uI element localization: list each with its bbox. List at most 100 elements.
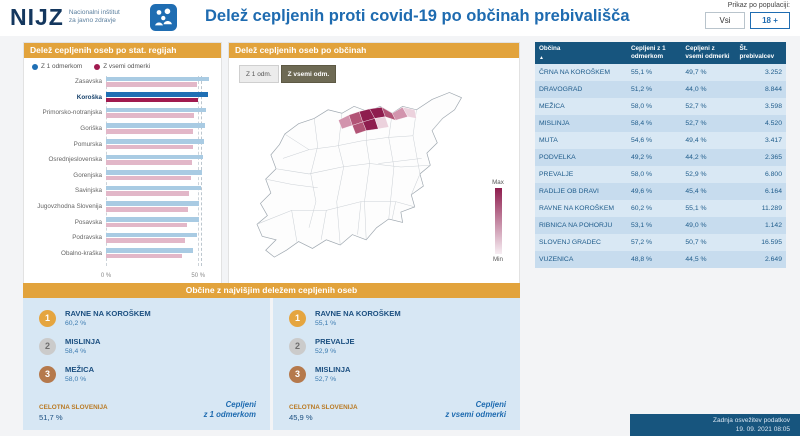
region-label: Primorsko-notranjska [42, 109, 103, 117]
bar-one-dose[interactable] [106, 123, 205, 129]
bar-one-dose[interactable] [106, 170, 203, 175]
bar-one-dose[interactable] [106, 154, 204, 160]
bar-one-dose[interactable] [106, 217, 199, 222]
cell-dose1: 60,2 % [630, 205, 653, 212]
region-row[interactable]: Pomurska [26, 136, 213, 152]
bar-one-dose[interactable] [106, 92, 208, 97]
bar-one-dose[interactable] [106, 139, 205, 144]
table-row[interactable]: VUZENICA 48,8 % 44,5 % 2.649 [535, 251, 786, 268]
table-header-row: Občina ▲ Cepljeni z 1 odmerkom Cepljeni … [535, 42, 786, 64]
region-row[interactable]: Koroška [26, 90, 213, 106]
table-row[interactable]: PREVALJE 58,0 % 52,9 % 6.800 [535, 166, 786, 183]
bar-one-dose[interactable] [106, 201, 200, 207]
region-row[interactable]: Podravska [26, 230, 213, 246]
bar-all-doses[interactable] [106, 97, 198, 103]
table-row[interactable]: MUTA 54,6 % 49,4 % 3.417 [535, 132, 786, 149]
header: NIJZ Nacionalni inštitut za javno zdravj… [0, 0, 800, 36]
column-header-dose1[interactable]: Cepljeni z 1 odmerkom [626, 42, 682, 64]
bar-all-doses[interactable] [106, 160, 192, 165]
table-row[interactable]: MEŽICA 58,0 % 52,7 % 3.598 [535, 98, 786, 115]
population-filter: Vsi 18 + [705, 12, 790, 29]
rank-item[interactable]: 1 RAVNE NA KOROŠKEM 60,2 % [39, 308, 270, 328]
bar-all-doses[interactable] [106, 82, 198, 87]
cell-all-doses: 44,2 % [685, 154, 707, 161]
region-row[interactable]: Osrednjeslovenska [26, 152, 213, 168]
column-header-obcina[interactable]: Občina ▲ [535, 42, 627, 64]
cell-population: 4.520 [764, 120, 782, 127]
municipality-shape[interactable] [352, 121, 367, 135]
cell-population: 1.142 [764, 222, 782, 229]
cell-population: 11.289 [761, 205, 782, 212]
total-value: 51,7 % [39, 413, 63, 422]
cell-dose1: 57,2 % [630, 239, 653, 246]
cell-dose1: 49,2 % [630, 154, 653, 161]
bar-one-dose[interactable] [106, 248, 194, 253]
table-row[interactable]: DRAVOGRAD 51,2 % 44,0 % 8.844 [535, 81, 786, 98]
rank-municipality: PREVALJE [315, 337, 355, 346]
caption-line1: Cepljeni [475, 400, 506, 409]
population-filter-label: Prikaz po populaciji: [727, 2, 790, 9]
cell-population: 6.800 [764, 171, 782, 178]
table-row[interactable]: RAVNE NA KOROŠKEM 60,2 % 55,1 % 11.289 [535, 200, 786, 217]
rank-item[interactable]: 1 RAVNE NA KOROŠKEM 55,1 % [289, 308, 520, 328]
region-row[interactable]: Gorenjska [26, 168, 213, 184]
region-row[interactable]: Goriška [26, 121, 213, 137]
legend-item-dose1[interactable]: Z 1 odmerkom [32, 63, 82, 70]
region-row[interactable]: Primorsko-notranjska [26, 105, 213, 121]
table-row[interactable]: RADLJE OB DRAVI 49,6 % 45,4 % 6.164 [535, 183, 786, 200]
rank-item[interactable]: 3 MEŽICA 58,0 % [39, 364, 270, 384]
rank-item[interactable]: 2 PREVALJE 52,9 % [289, 336, 520, 356]
rank-municipality: RAVNE NA KOROŠKEM [65, 309, 151, 318]
rank-item[interactable]: 2 MISLINJA 58,4 % [39, 336, 270, 356]
bar-one-dose[interactable] [106, 185, 201, 191]
cell-dose1: 48,8 % [630, 256, 653, 263]
top3-box: 1 RAVNE NA KOROŠKEM 60,2 % 2 MISLINJA 58,4 % 3… [23, 298, 270, 430]
region-row[interactable]: Jugovzhodna Slovenija [26, 199, 213, 215]
region-row[interactable]: Obalno-kraška [26, 246, 213, 262]
bar-all-doses[interactable] [106, 144, 193, 150]
region-label: Obalno-kraška [61, 249, 102, 257]
table-row[interactable]: PODVELKA 49,2 % 44,2 % 2.365 [535, 149, 786, 166]
bar-one-dose[interactable] [106, 232, 197, 238]
top-panel-title: Občine z najvišjim deležem cepljenih ose… [23, 283, 520, 298]
bar-all-doses[interactable] [106, 238, 186, 243]
bar-all-doses[interactable] [106, 175, 191, 181]
cell-municipality: MEŽICA [539, 103, 565, 110]
table-row[interactable]: MISLINJA 58,4 % 52,7 % 4.520 [535, 115, 786, 132]
table-row[interactable]: RIBNICA NA POHORJU 53,1 % 49,0 % 1.142 [535, 217, 786, 234]
table-row[interactable]: SLOVENJ GRADEC 57,2 % 50,7 % 16.595 [535, 234, 786, 251]
table-row[interactable]: ČRNA NA KOROŠKEM 55,1 % 49,7 % 3.252 [535, 64, 786, 81]
population-button-vsi[interactable]: Vsi [705, 12, 745, 29]
cell-population: 2.365 [764, 154, 782, 161]
cell-municipality: PREVALJE [539, 171, 574, 178]
rank-value: 58,0 % [65, 376, 87, 383]
bar-all-doses[interactable] [106, 191, 190, 197]
metric-caption: Cepljeni z vsemi odmerki [445, 400, 506, 420]
cell-all-doses: 45,4 % [685, 188, 707, 195]
rank-badge: 2 [39, 337, 56, 355]
bar-all-doses[interactable] [106, 253, 182, 259]
population-button-18plus[interactable]: 18 + [750, 12, 790, 29]
column-header-full[interactable]: Cepljeni z vsemi odmerki [681, 42, 736, 64]
bar-one-dose[interactable] [106, 76, 209, 82]
legend-item-full[interactable]: Z vsemi odmerki [94, 63, 150, 70]
rank-value: 60,2 % [65, 320, 87, 327]
map-panel-title: Delež cepljenih oseb po občinah [229, 43, 519, 58]
slovenia-map[interactable] [231, 75, 491, 285]
region-row[interactable]: Posavska [26, 214, 213, 230]
toggle-dose1-button[interactable]: Z 1 odm. [239, 65, 279, 83]
column-header-population[interactable]: Št. prebivalcev [735, 42, 786, 64]
region-row[interactable]: Savinjska [26, 183, 213, 199]
bar-all-doses[interactable] [106, 222, 188, 228]
municipality-shape[interactable] [402, 106, 417, 119]
bar-all-doses[interactable] [106, 207, 188, 212]
last-update-timestamp: 19. 09. 2021 08:05 [735, 425, 790, 433]
bar-all-doses[interactable] [106, 129, 194, 134]
rank-item[interactable]: 3 MISLINJA 52,7 % [289, 364, 520, 384]
bar-all-doses[interactable] [106, 113, 195, 119]
toggle-full-button[interactable]: Z vsemi odm. [280, 65, 337, 83]
municipality-shape[interactable] [374, 116, 389, 130]
bar-one-dose[interactable] [106, 107, 206, 113]
region-row[interactable]: Zasavska [26, 74, 213, 90]
cell-dose1: 49,6 % [630, 188, 653, 195]
